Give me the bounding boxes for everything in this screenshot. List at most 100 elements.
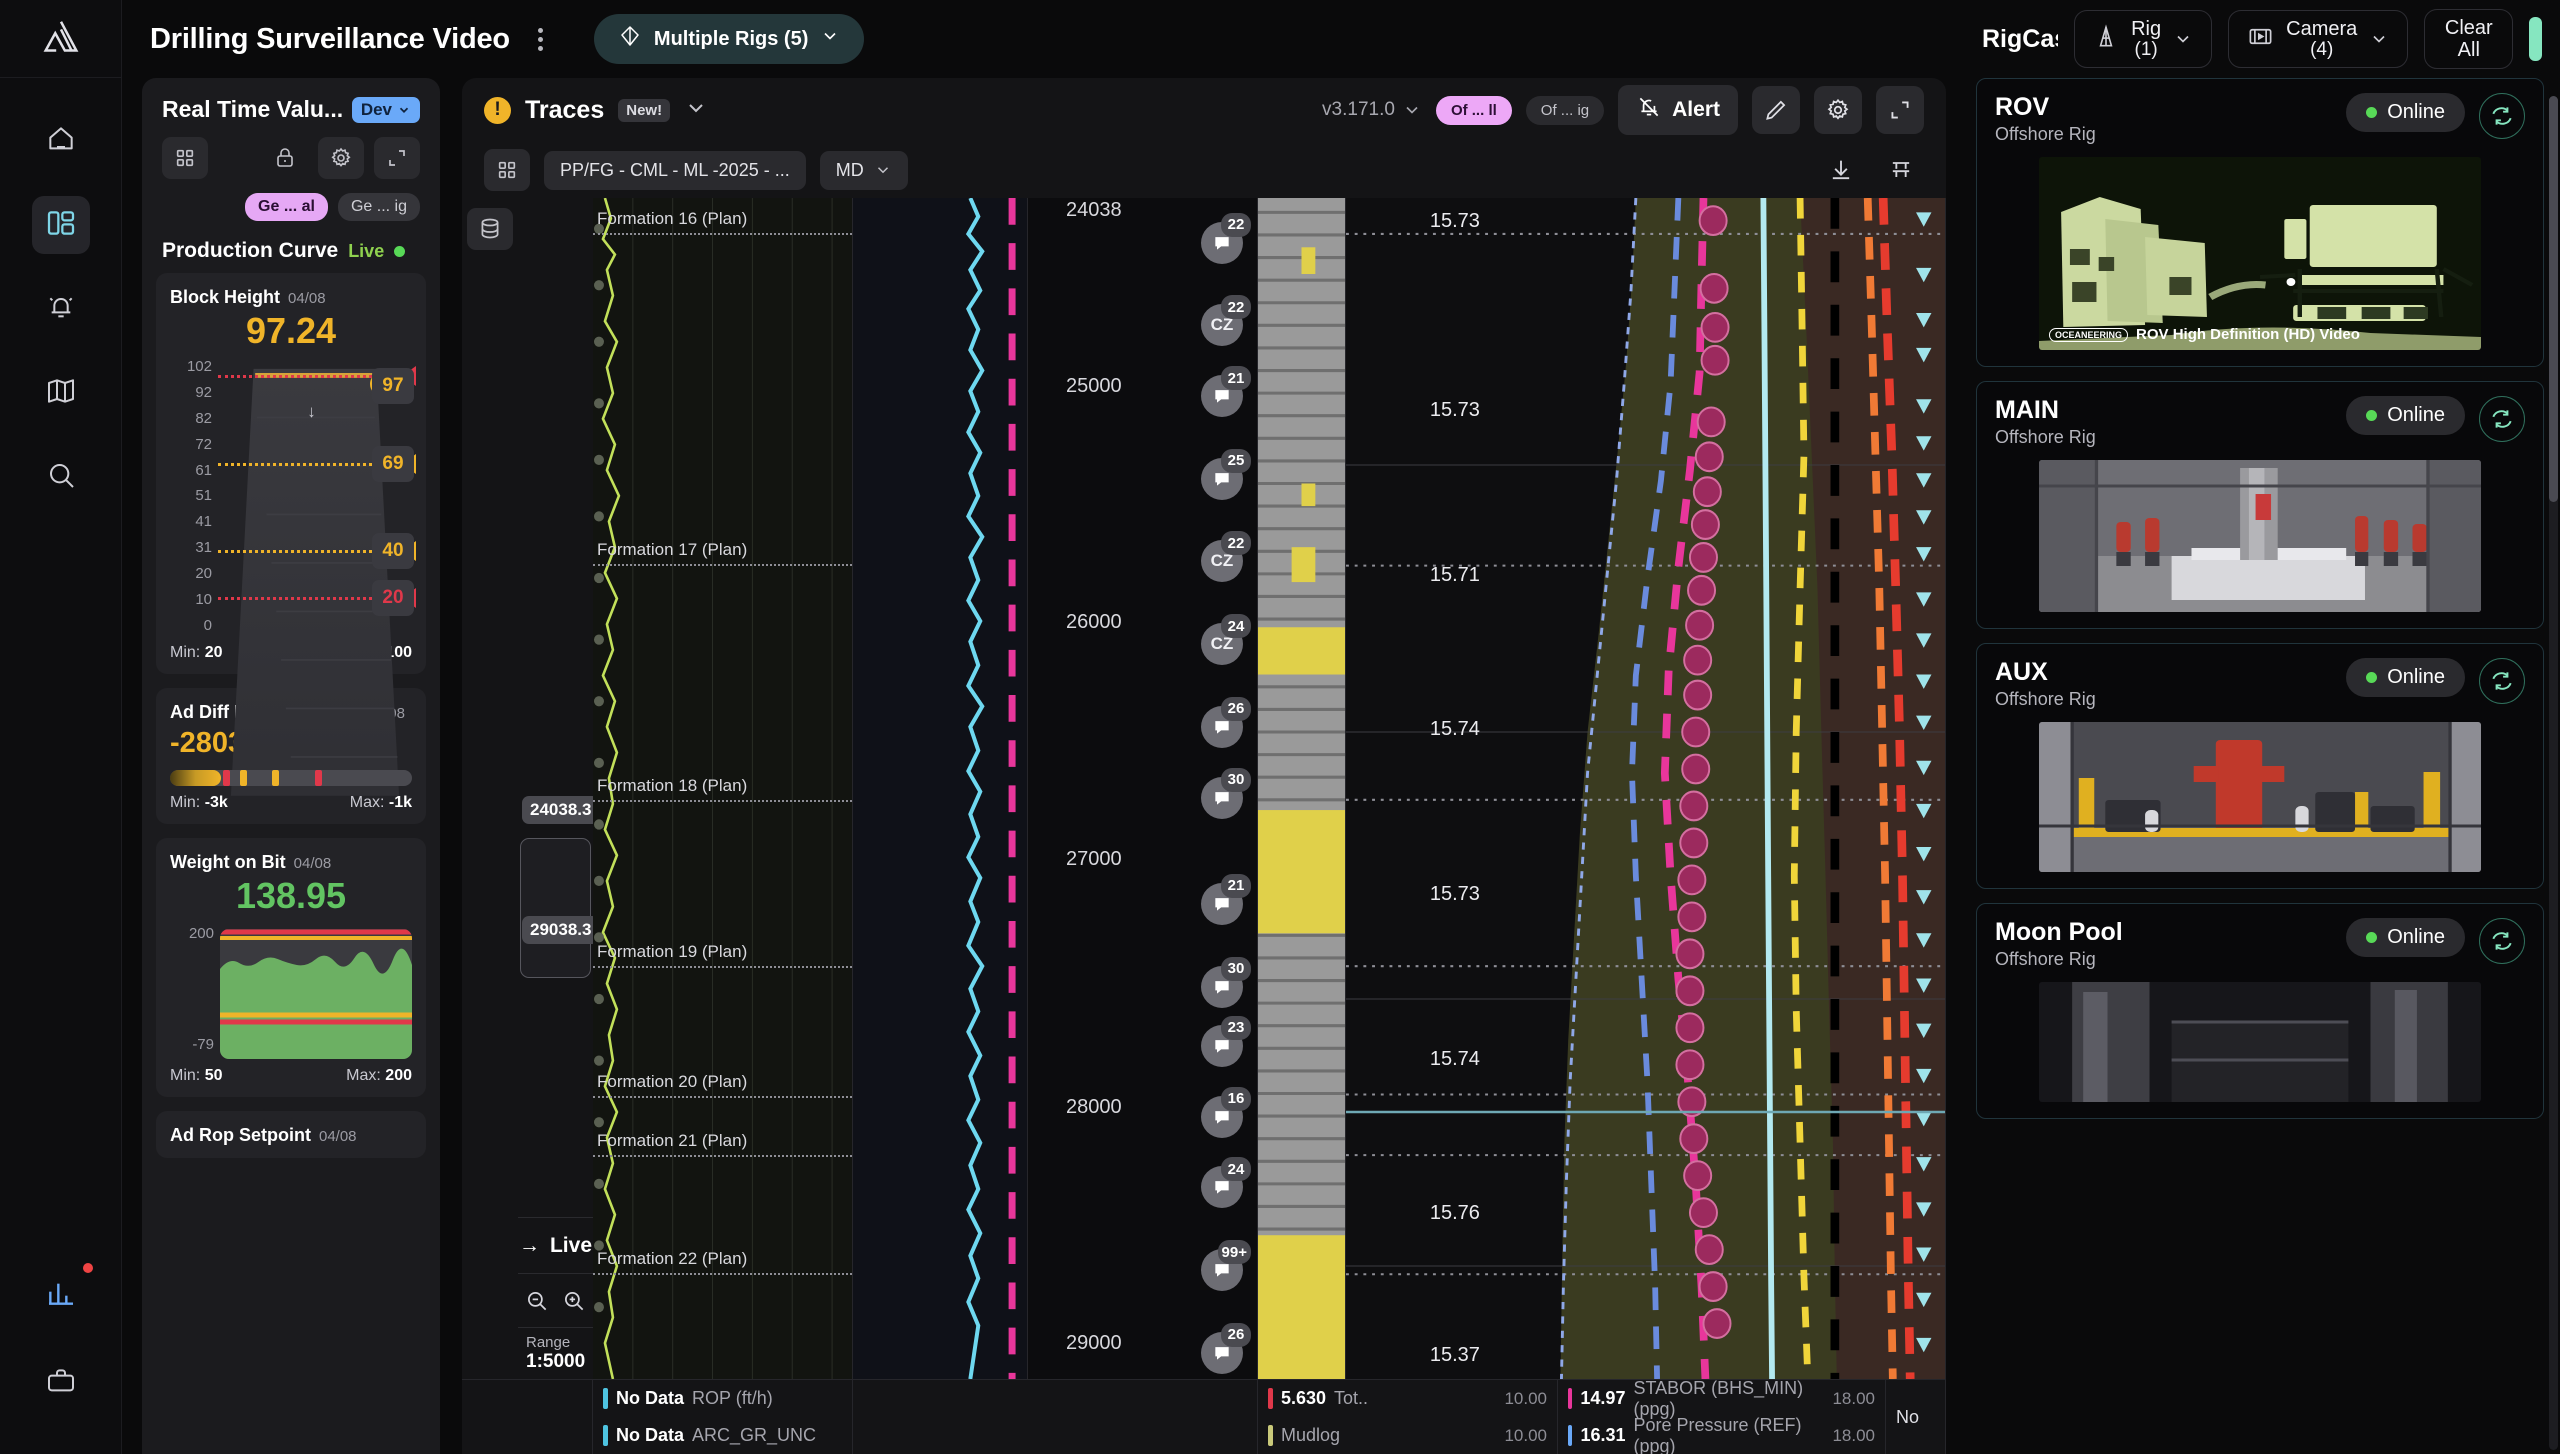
legend-row[interactable]: 14.97 STABOR (BHS_MIN) (ppg) 18.00 bbox=[1568, 1378, 1875, 1419]
sidebar-item-analytics[interactable] bbox=[32, 1263, 93, 1324]
camera-video-aux[interactable] bbox=[2039, 722, 2481, 872]
track-lithology[interactable] bbox=[1258, 198, 1346, 1379]
download-icon[interactable] bbox=[1818, 149, 1864, 191]
legend-row[interactable]: No Data ARC_GR_UNC bbox=[603, 1417, 842, 1454]
comment-bubble[interactable]: 24 bbox=[1201, 1157, 1251, 1209]
refresh-icon[interactable] bbox=[2479, 658, 2525, 704]
new-badge: New! bbox=[618, 98, 671, 122]
camera-card-aux[interactable]: AUX Offshore Rig Online bbox=[1976, 643, 2544, 889]
traces-footer-legend: No Data ROP (ft/h) No Data ARC_GR_UNC bbox=[462, 1378, 1946, 1454]
sidebar-item-alarms[interactable] bbox=[32, 280, 90, 338]
comment-bubble[interactable]: 30 bbox=[1201, 956, 1251, 1008]
tab-general-config[interactable]: Ge ... ig bbox=[337, 193, 420, 221]
database-icon[interactable] bbox=[467, 208, 513, 250]
comment-bubble[interactable]: 26 bbox=[1201, 696, 1251, 748]
axis-tick: 82 bbox=[195, 409, 212, 427]
comment-bubble[interactable]: CZ 22 bbox=[1201, 295, 1251, 347]
zoom-out-button[interactable] bbox=[518, 1274, 556, 1327]
camera-card-rov[interactable]: ROV Offshore Rig Online bbox=[1976, 78, 2544, 367]
camera-filter-dropdown[interactable]: Camera (4) bbox=[2228, 9, 2409, 69]
comment-bubble[interactable]: 21 bbox=[1201, 873, 1251, 925]
legend-row[interactable]: No bbox=[1896, 1399, 1935, 1436]
camera-video-moonpool[interactable] bbox=[2039, 982, 2481, 1102]
chevron-down-icon[interactable] bbox=[684, 96, 708, 125]
log-tracks[interactable]: Formation 16 (Plan) Formation 17 (Plan) … bbox=[593, 198, 1946, 1379]
sidebar-item-dashboard[interactable] bbox=[31, 196, 90, 254]
legend-row[interactable]: Mudlog 10.00 bbox=[1268, 1417, 1547, 1454]
card-ad-rop-setpoint[interactable]: Ad Rop Setpoint 04/08 bbox=[156, 1111, 426, 1158]
clear-all-button[interactable]: Clear All bbox=[2424, 9, 2514, 69]
legend-name: Pore Pressure (REF) (ppg) bbox=[1633, 1414, 1802, 1454]
axis-bottom: -79 bbox=[192, 1036, 214, 1053]
camera-video-rov[interactable]: OCEANEERING ROV High Definition (HD) Vid… bbox=[2039, 157, 2481, 350]
comment-bubble[interactable]: CZ 24 bbox=[1201, 614, 1251, 666]
comment-bubble[interactable]: 21 bbox=[1201, 366, 1251, 418]
rig-filter-dropdown[interactable]: Rig (1) bbox=[2074, 9, 2213, 69]
refresh-icon[interactable] bbox=[2479, 918, 2525, 964]
comment-bubble[interactable]: 16 bbox=[1201, 1086, 1251, 1138]
camera-video-main[interactable] bbox=[2039, 460, 2481, 612]
comment-bubble[interactable]: CZ 22 bbox=[1201, 531, 1251, 583]
sidebar-item-map[interactable] bbox=[32, 364, 90, 422]
legend-name: ROP (ft/h) bbox=[692, 1388, 773, 1408]
range-control[interactable]: Range 1:5000 bbox=[518, 1327, 593, 1379]
comment-bubble[interactable]: 22 bbox=[1201, 212, 1251, 264]
index-selector[interactable]: MD bbox=[819, 150, 908, 190]
grid-icon[interactable] bbox=[484, 149, 530, 191]
rig-selector-button[interactable]: Multiple Rigs (5) bbox=[593, 14, 865, 64]
app-logo-icon[interactable] bbox=[0, 0, 121, 78]
camera-card-main[interactable]: MAIN Offshore Rig Online bbox=[1976, 381, 2544, 629]
grid-icon[interactable] bbox=[162, 137, 208, 179]
track-depth-comments[interactable]: 24038 25000 26000 27000 28000 29000 22 bbox=[1028, 198, 1258, 1379]
traces-subheader: PP/FG - CML - ML -2025 - ... MD bbox=[462, 142, 1946, 198]
comment-bubble[interactable]: 26 bbox=[1201, 1322, 1251, 1374]
refresh-icon[interactable] bbox=[2479, 396, 2525, 442]
traces-panel: ! Traces New! v3.171.0 Of ... ll Of ... … bbox=[462, 78, 1946, 1454]
depth-scroll-thumb[interactable] bbox=[520, 838, 591, 978]
comment-count: 24 bbox=[1221, 1157, 1251, 1182]
live-button[interactable]: → Live bbox=[518, 1217, 593, 1273]
camera-card-moonpool[interactable]: Moon Pool Offshore Rig Online bbox=[1976, 903, 2544, 1119]
sidebar-item-search[interactable] bbox=[32, 448, 90, 506]
mode-pill-offset-rig[interactable]: Of ... ig bbox=[1525, 95, 1605, 125]
dataset-label: PP/FG - CML - ML -2025 - ... bbox=[560, 159, 790, 180]
comment-bubble[interactable]: 99+ bbox=[1201, 1240, 1251, 1292]
filter-icon[interactable] bbox=[1878, 149, 1924, 191]
version-selector[interactable]: v3.171.0 bbox=[1322, 99, 1422, 121]
card-block-height[interactable]: Block Height 04/08 97.24 102 92 82 72 61 bbox=[156, 273, 426, 796]
card-weight-on-bit[interactable]: Weight on Bit 04/08 138.95 200 -79 bbox=[156, 838, 426, 1097]
env-chip[interactable]: Dev bbox=[351, 96, 420, 123]
dataset-selector[interactable]: PP/FG - CML - ML -2025 - ... bbox=[544, 150, 806, 190]
refresh-icon[interactable] bbox=[2479, 93, 2525, 139]
track-gamma-ray[interactable]: Formation 16 (Plan) Formation 17 (Plan) … bbox=[593, 198, 853, 1379]
comment-bubble[interactable]: 25 bbox=[1201, 448, 1251, 500]
comment-bubble[interactable]: 30 bbox=[1201, 767, 1251, 819]
status-badge: Online bbox=[2346, 918, 2465, 957]
rail-bottom-items bbox=[32, 1263, 93, 1454]
alert-button[interactable]: Alert bbox=[1618, 85, 1738, 135]
track-pressure[interactable]: 15.73 15.73 15.71 15.74 15.73 15.74 15.7… bbox=[1346, 198, 1946, 1379]
pencil-icon[interactable] bbox=[1752, 86, 1800, 134]
legend-row[interactable]: 16.31 Pore Pressure (REF) (ppg) 18.00 bbox=[1568, 1414, 1875, 1454]
tab-general[interactable]: Ge ... al bbox=[245, 193, 328, 221]
collapse-icon[interactable] bbox=[1876, 86, 1924, 134]
camera-name: ROV bbox=[1995, 93, 2050, 121]
legend-row[interactable]: No Data ROP (ft/h) bbox=[603, 1380, 842, 1417]
card-min: Min: 50 bbox=[170, 1067, 223, 1084]
sidebar-item-toolbox[interactable] bbox=[32, 1354, 90, 1412]
zoom-in-button[interactable] bbox=[556, 1274, 594, 1327]
expand-icon[interactable] bbox=[374, 137, 420, 179]
sidebar-item-home[interactable] bbox=[32, 112, 90, 170]
lock-icon[interactable] bbox=[262, 137, 308, 179]
formation-label: Formation 22 (Plan) bbox=[597, 1248, 748, 1268]
comment-bubble[interactable]: 23 bbox=[1201, 1015, 1251, 1067]
gear-icon[interactable] bbox=[318, 137, 364, 179]
page-menu-button[interactable] bbox=[528, 22, 554, 56]
mode-pill-offset-all[interactable]: Of ... ll bbox=[1435, 95, 1512, 125]
top-bar: Drilling Surveillance Video Multiple Rig… bbox=[122, 0, 1960, 78]
rigcast-scrollbar[interactable] bbox=[2549, 96, 2558, 1450]
track-rop[interactable] bbox=[853, 198, 1028, 1379]
legend-row[interactable]: 5.630 Tot.. 10.00 bbox=[1268, 1380, 1547, 1417]
gear-icon[interactable] bbox=[1814, 86, 1862, 134]
camera-feed-list[interactable]: ROV Offshore Rig Online bbox=[1960, 78, 2560, 1454]
